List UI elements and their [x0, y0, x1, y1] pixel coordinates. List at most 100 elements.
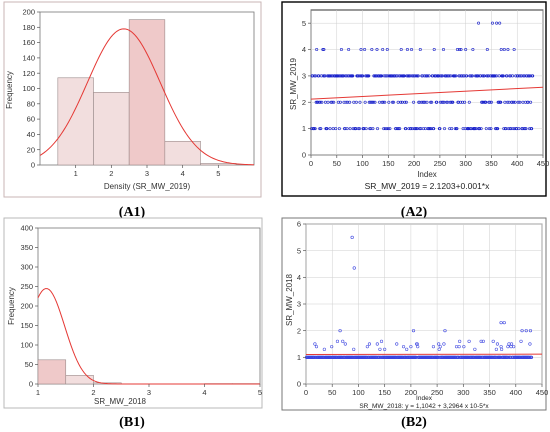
a2-point [325, 74, 329, 78]
a2-point [381, 100, 385, 104]
b1-x-ticks: 1 2 3 4 5 [36, 384, 262, 397]
a2-point [524, 127, 528, 131]
a2-point [426, 74, 430, 78]
a1-y-tick-label: 40 [27, 130, 35, 139]
a2-point [461, 127, 465, 131]
b2-y-ticks: 0 1 2 3 4 5 6 [297, 220, 306, 389]
a2-point [329, 74, 333, 78]
a2-x-tick-label: 200 [408, 159, 421, 168]
a2-point [358, 100, 362, 104]
b2-point [379, 339, 384, 343]
b1-y-tick-label: 200 [20, 302, 33, 311]
a2-point [411, 127, 415, 131]
b1-y-tick-label: 250 [20, 282, 33, 291]
a2-point [421, 127, 425, 131]
a2-point [399, 100, 403, 104]
a2-point [484, 127, 488, 131]
a2-x-tick-label: 300 [459, 159, 472, 168]
a2-point [514, 74, 518, 78]
a2-point [325, 127, 329, 131]
b2-point [375, 342, 379, 346]
a2-point [320, 100, 324, 104]
a1-y-tick-label: 120 [22, 69, 35, 78]
a2-point [505, 100, 509, 104]
a2-point [328, 74, 332, 78]
a2-point [368, 127, 372, 131]
a1-x-tick-label: 3 [145, 169, 149, 178]
a2-point [383, 100, 387, 104]
b2-equation: SR_MW_2018: y = 1,1042 + 3,2964 x 10-5*x [359, 403, 489, 410]
b1-bar [65, 375, 94, 385]
b2-point [500, 347, 504, 351]
b2-point [341, 339, 345, 343]
a2-point [407, 127, 411, 131]
a2-x-label: Index [417, 170, 437, 179]
b2-point [437, 342, 441, 346]
a2-point [509, 127, 513, 131]
a2-point [393, 74, 397, 78]
b2-point [506, 345, 510, 349]
b2-outlier-point [502, 321, 506, 325]
a2-y-tick-label: 3 [302, 72, 306, 81]
b1-y-tick-label: 400 [20, 224, 33, 233]
a2-point [430, 100, 434, 104]
b1-y-tick-label: 300 [20, 263, 33, 272]
b2-outlier-point [443, 329, 447, 333]
a2-point [516, 100, 520, 104]
b2-point [528, 342, 532, 346]
a2-point [412, 100, 416, 104]
a2-point [351, 74, 355, 78]
a2-point [477, 21, 481, 25]
a2-trend-line [310, 86, 544, 100]
a1-y-ticks: 0 20 40 60 80 100 120 140 160 180 200 [22, 8, 40, 170]
a2-point [318, 100, 322, 104]
a2-point [512, 48, 516, 52]
a2-point [496, 127, 500, 131]
a2-y-tick-label: 5 [302, 19, 306, 28]
a2-point [404, 100, 408, 104]
b1-x-tick-label: 2 [91, 388, 95, 397]
b2-y-label: SR_MW_2018 [285, 273, 294, 326]
a2-point [439, 74, 443, 78]
a1-x-label: Density (SR_MW_2019) [104, 182, 191, 191]
a2-point [399, 48, 403, 52]
a2-point [337, 127, 341, 131]
b2-point [438, 345, 442, 349]
a1-y-tick-label: 100 [22, 84, 35, 93]
a1-x-tick-label: 1 [74, 169, 78, 178]
a1-bar [128, 19, 166, 166]
b2-point [512, 345, 516, 349]
a2-point [489, 100, 493, 104]
a2-point [518, 100, 522, 104]
a1-bars [57, 19, 237, 166]
b2-point [378, 347, 382, 351]
b2-point [395, 342, 399, 346]
a2-point [314, 100, 318, 104]
a2-point [416, 74, 420, 78]
a2-point [398, 127, 402, 131]
b2-point [481, 339, 485, 343]
b2-outlier-point [499, 321, 503, 325]
a2-equation: SR_MW_2019 = 2.1203+0.001*x [365, 181, 491, 191]
a2-point [484, 100, 488, 104]
a1-y-tick-label: 140 [22, 54, 35, 63]
a2-point [363, 100, 367, 104]
a2-point [494, 127, 498, 131]
a1-normal-curve [39, 28, 255, 166]
a2-point [465, 74, 469, 78]
a2-point [417, 100, 421, 104]
a2-point [449, 100, 453, 104]
a2-point [312, 127, 316, 131]
a2-point [319, 127, 323, 131]
a2-point [487, 127, 491, 131]
a2-point [406, 74, 410, 78]
b2-point [431, 345, 436, 349]
a2-point [330, 100, 334, 104]
a2-point [531, 74, 535, 78]
b2-point [462, 345, 466, 349]
a2-point [369, 127, 373, 131]
a2-point [435, 100, 439, 104]
a2-point [522, 127, 526, 131]
a2-point [357, 127, 361, 131]
